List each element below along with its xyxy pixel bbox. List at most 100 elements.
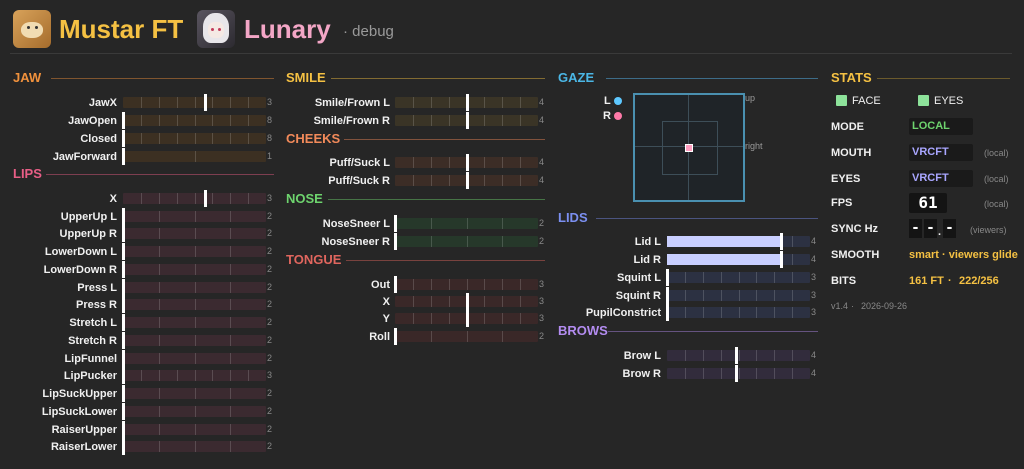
- lips-param-label: Press R: [76, 299, 117, 311]
- brows-param-marker: [735, 365, 738, 382]
- lips-param-marker: [122, 225, 125, 242]
- lips-param-marker: [122, 421, 125, 438]
- jaw-param-label: JawForward: [52, 151, 117, 163]
- tongue-row-label-wrap: Roll: [250, 329, 390, 345]
- tongue-row-label-wrap: Out: [250, 277, 390, 293]
- nose-row-label-wrap: NoseSneer L: [250, 216, 390, 232]
- smile-title: SMILE: [286, 70, 326, 85]
- nose-title: NOSE: [286, 191, 323, 206]
- jaw-param-label: JawOpen: [68, 115, 117, 127]
- lips-row-label-wrap: Stretch R: [0, 333, 117, 349]
- lips-param-bits: 2: [267, 406, 273, 416]
- jaw-param-bits: 3: [267, 97, 273, 107]
- nose-param-label: NoseSneer R: [321, 236, 390, 248]
- tongue-param-bar: [395, 310, 538, 327]
- lips-param-bits: 2: [267, 228, 273, 238]
- brows-param-label: Brow L: [623, 350, 661, 362]
- smile-param-bits: 4: [539, 97, 545, 107]
- section-header-gaze: GAZE: [558, 70, 818, 86]
- jaw-title: JAW: [13, 70, 42, 85]
- lips-param-marker: [122, 261, 125, 278]
- gaze-right-axis-label: right: [745, 141, 763, 151]
- lips-row-label-wrap: Press R: [0, 297, 117, 313]
- lids-param-marker: [666, 269, 669, 286]
- fps-value: 61: [909, 193, 947, 213]
- lids-param-marker: [666, 304, 669, 321]
- jaw-row-label-wrap: JawOpen: [0, 113, 117, 129]
- lips-param-bar: [122, 261, 266, 278]
- section-header-brows: BROWS: [558, 323, 818, 339]
- section-header-smile: SMILE: [286, 70, 545, 86]
- lips-param-bar: [123, 190, 266, 207]
- nose-param-marker: [394, 215, 397, 232]
- lids-param-marker: [780, 251, 783, 268]
- version-separator: ·: [851, 301, 854, 311]
- lips-param-bits: 3: [267, 193, 273, 203]
- tongue-row-label-wrap: Y: [250, 311, 390, 327]
- sync-digit-3: -: [943, 219, 956, 238]
- smile-param-label: Smile/Frown R: [313, 115, 390, 127]
- lips-param-label: X: [109, 193, 117, 205]
- lids-param-bits: 3: [811, 307, 817, 317]
- tongue-param-bar: [394, 328, 538, 345]
- mouth-value: VRCFT: [909, 144, 973, 161]
- eyes-checkbox[interactable]: [918, 95, 929, 106]
- lips-param-bits: 2: [267, 441, 273, 451]
- lips-title: LIPS: [13, 166, 42, 181]
- cheeks-row-label-wrap: Puff/Suck R: [250, 173, 390, 189]
- lids-title: LIDS: [558, 210, 588, 225]
- tongue-param-label: Out: [371, 279, 390, 291]
- lids-param-bits: 4: [811, 254, 817, 264]
- gaze-up-label: up: [745, 93, 756, 103]
- jaw-param-marker: [122, 112, 125, 129]
- lips-param-bits: 2: [267, 317, 273, 327]
- lips-param-marker: [122, 314, 125, 331]
- tongue-param-bits: 3: [539, 313, 545, 323]
- lips-param-bar: [122, 314, 266, 331]
- lips-row-label-wrap: LipSuckUpper: [0, 386, 117, 402]
- brows-title: BROWS: [558, 323, 608, 338]
- face-checkbox-label: FACE: [852, 95, 881, 107]
- nose-param-bits: 2: [539, 236, 545, 246]
- jaw-param-label: JawX: [88, 97, 117, 109]
- lids-param-bar: [667, 233, 810, 250]
- lips-row-label-wrap: LowerDown L: [0, 244, 117, 260]
- tongue-param-label: Roll: [369, 331, 390, 343]
- mouth-label: MOUTH: [831, 147, 872, 159]
- lids-param-bar: [667, 251, 810, 268]
- lips-param-bar: [122, 296, 266, 313]
- lips-param-label: LowerDown R: [43, 264, 117, 276]
- sync-label: SYNC Hz: [831, 223, 879, 235]
- lips-param-label: Stretch L: [69, 317, 117, 329]
- jaw-param-bar: [122, 148, 266, 165]
- brows-param-bits: 4: [811, 368, 817, 378]
- lids-row-label-wrap: PupilConstrict: [521, 305, 661, 321]
- cheeks-param-marker: [466, 154, 469, 171]
- section-header-lids: LIDS: [558, 210, 818, 226]
- smooth-value: smart · viewers glide: [909, 249, 1018, 261]
- jaw-param-bits: 1: [267, 151, 273, 161]
- lips-row-label-wrap: LipPucker: [0, 368, 117, 384]
- bits-total: 222/256: [959, 275, 999, 287]
- section-header-nose: NOSE: [286, 191, 545, 207]
- face-checkbox[interactable]: [836, 95, 847, 106]
- version: v1.4: [831, 301, 849, 311]
- lips-row-label-wrap: Stretch L: [0, 315, 117, 331]
- sync-separator: .: [938, 226, 942, 238]
- jaw-param-marker: [122, 148, 125, 165]
- smile-param-bar: [395, 94, 538, 111]
- lips-row-label-wrap: UpperUp R: [0, 226, 117, 242]
- fps-note: (local): [984, 199, 1009, 209]
- lips-param-marker: [122, 332, 125, 349]
- tongue-param-bar: [395, 293, 538, 310]
- brows-row-label-wrap: Brow L: [521, 348, 661, 364]
- jaw-row-label-wrap: JawForward: [0, 149, 117, 165]
- app-title: Mustar FT: [59, 14, 184, 44]
- tongue-param-bar: [394, 276, 538, 293]
- mode-label: MODE: [831, 121, 864, 133]
- jaw-param-label: Closed: [80, 133, 117, 145]
- lips-row-label-wrap: X: [0, 191, 117, 207]
- lips-param-bits: 2: [267, 388, 273, 398]
- cheeks-param-bar: [395, 172, 538, 189]
- section-header-tongue: TONGUE: [286, 252, 545, 268]
